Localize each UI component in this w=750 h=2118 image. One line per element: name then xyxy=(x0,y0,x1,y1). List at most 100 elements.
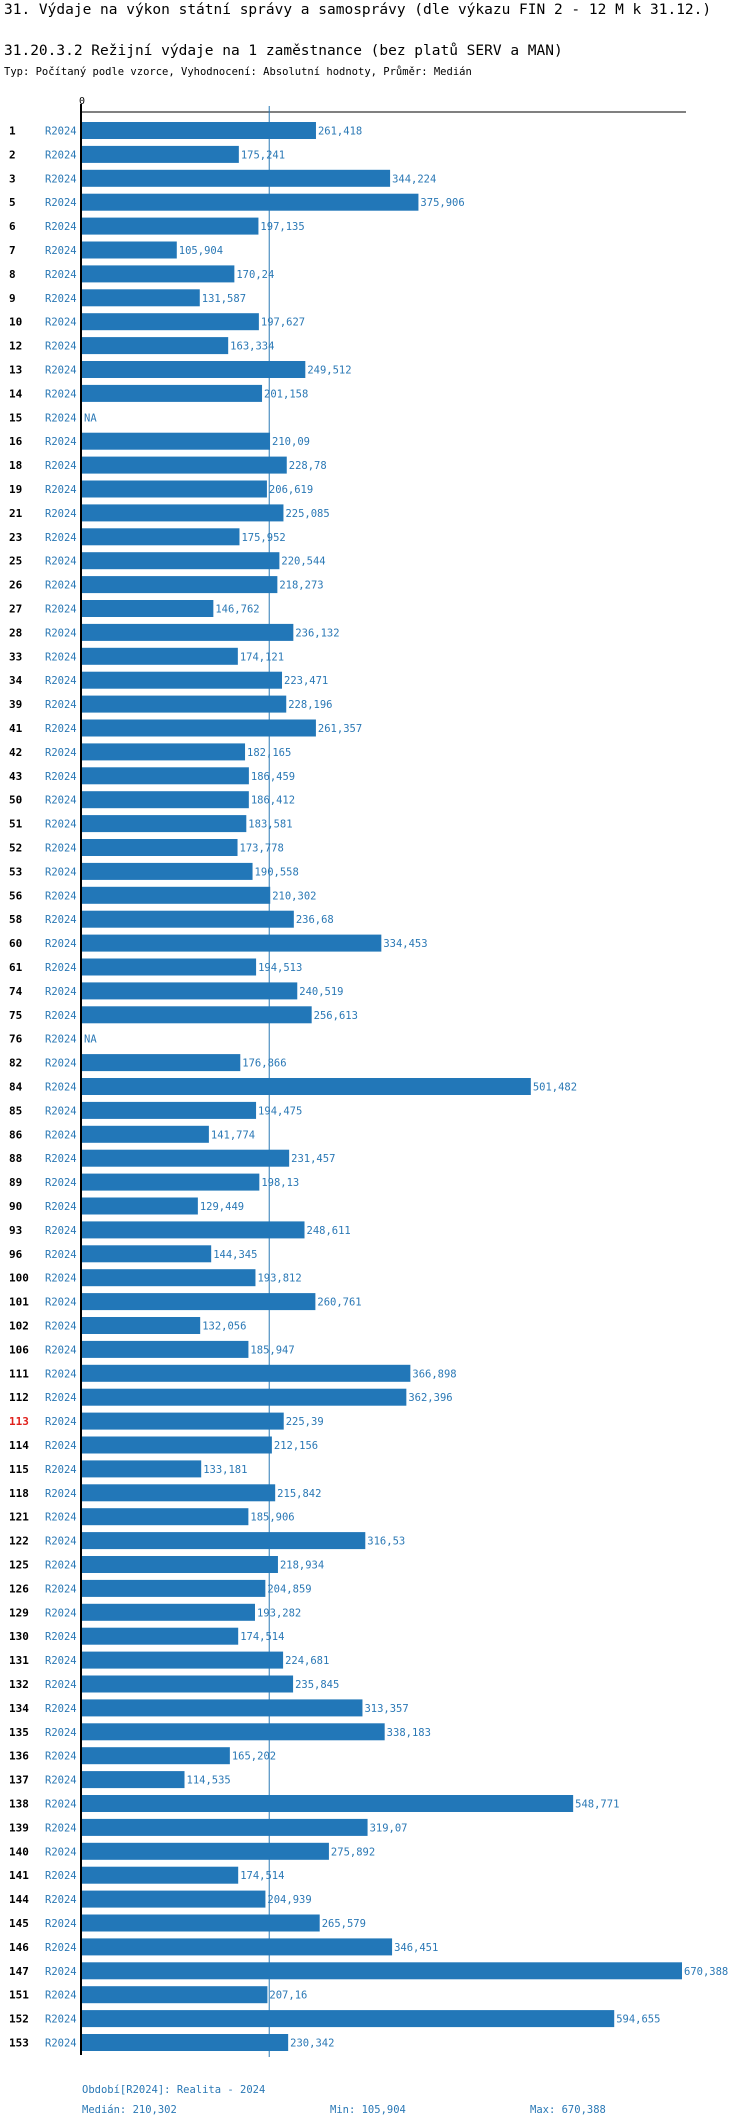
row-label: 145 xyxy=(9,1917,29,1930)
period-label: R2024 xyxy=(45,1225,77,1237)
bar xyxy=(82,576,278,594)
value-label: 362,396 xyxy=(408,1392,452,1404)
bar xyxy=(82,1699,363,1717)
row-label: 86 xyxy=(9,1128,23,1141)
value-label: 319,07 xyxy=(370,1822,408,1834)
bar xyxy=(82,1508,249,1526)
period-label: R2024 xyxy=(45,293,77,305)
bar xyxy=(82,910,294,928)
period-label: R2024 xyxy=(45,1679,77,1691)
value-label: 220,544 xyxy=(281,556,325,568)
period-label: R2024 xyxy=(45,723,77,735)
row-label: 115 xyxy=(9,1463,29,1476)
row-label: 112 xyxy=(9,1391,29,1404)
period-label: R2024 xyxy=(45,1846,77,1858)
value-label: 236,68 xyxy=(296,914,334,926)
bar xyxy=(82,600,214,617)
footer-period: Období[R2024]: Realita - 2024 xyxy=(82,2084,266,2096)
period-label: R2024 xyxy=(45,341,77,353)
period-label: R2024 xyxy=(45,986,77,998)
row-label: 125 xyxy=(9,1559,29,1572)
bar xyxy=(82,647,238,665)
period-label: R2024 xyxy=(45,1344,77,1356)
row-label: 139 xyxy=(9,1821,29,1834)
row-label: 151 xyxy=(9,1989,29,2002)
row-label: 144 xyxy=(9,1893,29,1906)
period-label: R2024 xyxy=(45,1703,77,1715)
period-label: R2024 xyxy=(45,1607,77,1619)
value-label: 249,512 xyxy=(307,365,351,377)
value-label: 174,514 xyxy=(240,1631,284,1643)
value-label: 197,627 xyxy=(261,317,305,329)
period-label: R2024 xyxy=(45,1727,77,1739)
period-label: R2024 xyxy=(45,914,77,926)
period-label: R2024 xyxy=(45,580,77,592)
value-label: 190,558 xyxy=(255,866,299,878)
bar xyxy=(82,958,257,976)
row-label: 106 xyxy=(9,1343,29,1356)
period-label: R2024 xyxy=(45,1990,77,2002)
bar xyxy=(82,1675,294,1693)
bar xyxy=(82,1747,230,1765)
period-label: R2024 xyxy=(45,1894,77,1906)
period-label: R2024 xyxy=(45,126,77,138)
row-label: 42 xyxy=(9,746,22,759)
bar xyxy=(82,1269,256,1287)
bar xyxy=(82,1986,268,2004)
period-label: R2024 xyxy=(45,1392,77,1404)
value-label: 231,457 xyxy=(291,1153,335,1165)
period-label: R2024 xyxy=(45,1082,77,1094)
row-label: 28 xyxy=(9,626,22,639)
row-label: 33 xyxy=(9,650,22,663)
bar xyxy=(82,1532,366,1550)
period-label: R2024 xyxy=(45,436,77,448)
period-label: R2024 xyxy=(45,1799,77,1811)
bar xyxy=(82,217,259,235)
row-label: 134 xyxy=(9,1702,29,1715)
bar xyxy=(82,361,306,378)
bar xyxy=(82,1866,239,1884)
row-label: 85 xyxy=(9,1104,22,1117)
bar xyxy=(82,1890,266,1908)
bar xyxy=(82,504,284,522)
value-label: 173,778 xyxy=(240,843,284,855)
period-label: R2024 xyxy=(45,412,77,424)
period-label: R2024 xyxy=(45,388,77,400)
row-label: 9 xyxy=(9,292,16,305)
row-label: 3 xyxy=(9,172,16,185)
bar xyxy=(82,313,259,331)
value-label: 165,202 xyxy=(232,1751,276,1763)
row-label: 121 xyxy=(9,1511,29,1524)
bar xyxy=(82,122,316,139)
period-label: R2024 xyxy=(45,795,77,807)
bar xyxy=(82,1842,329,1860)
row-label: 13 xyxy=(9,364,22,377)
bar xyxy=(82,1603,255,1621)
bar xyxy=(82,241,177,259)
row-label: 113 xyxy=(9,1415,29,1428)
value-label: 260,761 xyxy=(317,1297,361,1309)
row-label: 8 xyxy=(9,268,16,281)
value-label: 206,619 xyxy=(269,484,313,496)
value-label: 185,906 xyxy=(250,1512,294,1524)
value-label: 218,273 xyxy=(279,580,323,592)
period-label: R2024 xyxy=(45,1105,77,1117)
value-label: 146,762 xyxy=(215,604,259,616)
value-label: 218,934 xyxy=(280,1560,324,1572)
period-label: R2024 xyxy=(45,604,77,616)
bar xyxy=(82,862,253,880)
value-label: 230,342 xyxy=(290,2038,334,2050)
period-label: R2024 xyxy=(45,1464,77,1476)
value-label: 174,121 xyxy=(240,651,284,663)
row-label: 102 xyxy=(9,1320,29,1333)
bar xyxy=(82,791,249,809)
value-label: 375,906 xyxy=(420,197,464,209)
period-label: R2024 xyxy=(45,1177,77,1189)
period-label: R2024 xyxy=(45,1560,77,1572)
axis-zero-label: 0 xyxy=(79,96,86,107)
value-label: 183,581 xyxy=(248,819,292,831)
period-label: R2024 xyxy=(45,1488,77,1500)
row-label: 126 xyxy=(9,1582,29,1595)
bar xyxy=(82,1149,290,1167)
bar xyxy=(82,432,271,450)
